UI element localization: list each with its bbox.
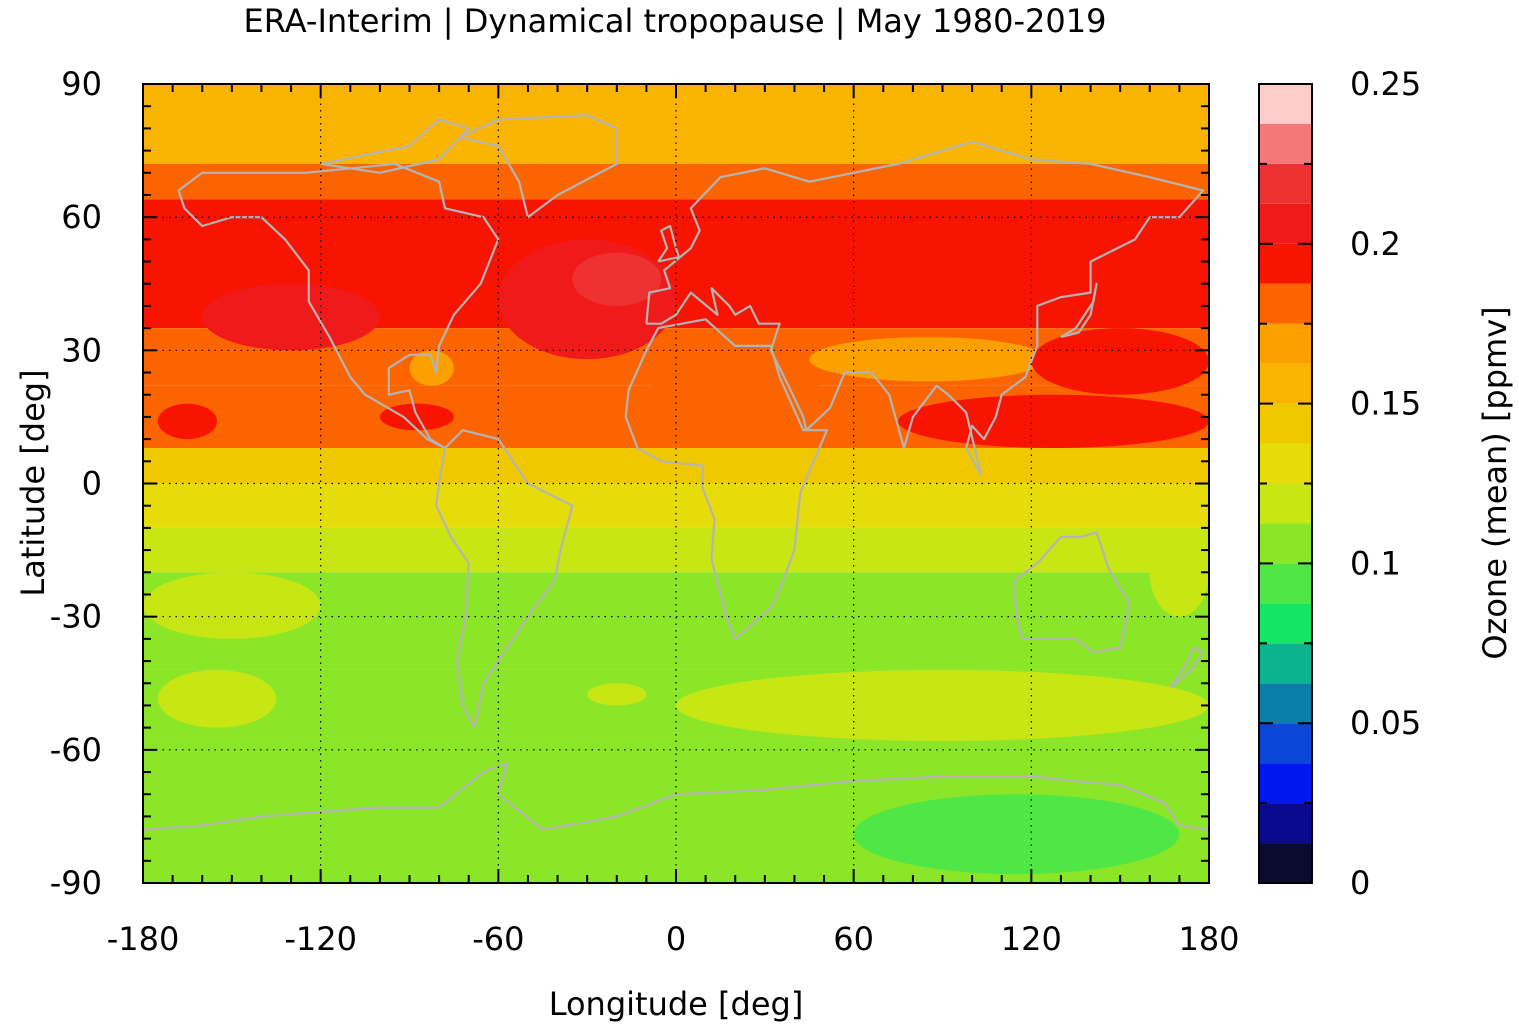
coastline bbox=[657, 224, 681, 263]
colorbar-label: Ozone (mean) [ppmv] bbox=[1476, 306, 1514, 659]
colorbar-swatch bbox=[1259, 443, 1312, 484]
x-tick-label: 60 bbox=[833, 920, 874, 958]
x-tick-label: 0 bbox=[666, 920, 686, 958]
colorbar-tick-label: 0.15 bbox=[1350, 385, 1421, 423]
x-tick-label: -180 bbox=[107, 920, 180, 958]
colorbar-swatch bbox=[1259, 803, 1312, 844]
colorbar-swatch bbox=[1259, 523, 1312, 564]
ozone-band bbox=[143, 447, 1209, 484]
coastline bbox=[645, 140, 1205, 476]
colorbar-swatch bbox=[1259, 723, 1312, 764]
plot-frame bbox=[142, 83, 1210, 884]
ozone-feature bbox=[202, 283, 380, 351]
y-tick-labels: 90 60 30 0 -30 -60 -90 bbox=[50, 65, 102, 902]
x-tick-labels: -180 -120 -60 0 60 120 180 bbox=[107, 920, 1240, 958]
ozone-band bbox=[143, 483, 1209, 528]
coastline bbox=[141, 762, 1211, 861]
ozone-feature bbox=[853, 794, 1180, 875]
ozone-feature bbox=[809, 337, 1047, 382]
coastline bbox=[624, 318, 829, 640]
colorbar bbox=[1259, 84, 1312, 883]
chart-title: ERA-Interim | Dynamical tropopause | May… bbox=[244, 2, 1107, 40]
ozone-feature bbox=[587, 683, 647, 706]
ozone-feature bbox=[409, 350, 454, 386]
ozone-band bbox=[143, 572, 1209, 670]
colorbar-tick-labels: 0.25 0.2 0.15 0.1 0.05 0 bbox=[1350, 65, 1421, 902]
coastline bbox=[320, 118, 470, 174]
y-tick-label: -90 bbox=[50, 864, 102, 902]
y-axis-label: Latitude [deg] bbox=[14, 369, 52, 596]
colorbar-swatch bbox=[1259, 123, 1312, 164]
ozone-feature bbox=[157, 403, 218, 440]
y-tick-label: 30 bbox=[61, 331, 102, 369]
colorbar-tick-label: 0.25 bbox=[1350, 65, 1421, 103]
colorbar-tick-label: 0.2 bbox=[1350, 225, 1401, 263]
ozone-feature bbox=[898, 394, 1209, 448]
y-tick-label: 0 bbox=[82, 465, 102, 503]
ozone-feature bbox=[1149, 527, 1209, 617]
y-tick-label: -30 bbox=[50, 598, 102, 636]
coastline bbox=[1012, 531, 1131, 654]
colorbar-swatch bbox=[1259, 84, 1312, 124]
colorbar-swatch bbox=[1259, 323, 1312, 364]
ozone-feature bbox=[631, 350, 839, 395]
y-tick-label: -60 bbox=[50, 731, 102, 769]
ozone-feature bbox=[157, 669, 277, 728]
colorbar-swatch bbox=[1259, 643, 1312, 684]
colorbar-swatch bbox=[1259, 843, 1312, 883]
ozone-feature bbox=[676, 669, 1209, 741]
ozone-feature bbox=[572, 252, 662, 306]
y-tick-label: 90 bbox=[61, 65, 102, 103]
colorbar-swatch bbox=[1259, 283, 1312, 324]
ozone-band bbox=[143, 527, 1209, 573]
colorbar-swatch bbox=[1259, 363, 1312, 404]
colorbar-swatch bbox=[1259, 403, 1312, 444]
colorbar-tick-label: 0.1 bbox=[1350, 544, 1401, 582]
x-axis-label: Longitude [deg] bbox=[549, 985, 804, 1023]
x-tick-label: -60 bbox=[472, 920, 524, 958]
colorbar-swatch bbox=[1259, 683, 1312, 724]
tick-marks bbox=[142, 83, 1210, 884]
ozone-feature bbox=[143, 572, 321, 639]
colorbar-swatch bbox=[1259, 563, 1312, 604]
colorbar-swatch bbox=[1259, 483, 1312, 524]
colorbar-tick-label: 0.05 bbox=[1350, 704, 1421, 742]
colorbar-swatch bbox=[1259, 763, 1312, 804]
x-tick-label: 120 bbox=[1001, 920, 1062, 958]
coastline bbox=[1060, 282, 1098, 339]
ozone-feature bbox=[1031, 328, 1209, 395]
x-tick-label: 180 bbox=[1178, 920, 1239, 958]
x-tick-label: -120 bbox=[284, 920, 357, 958]
colorbar-tick-label: 0 bbox=[1350, 864, 1370, 902]
gridlines bbox=[143, 84, 1209, 883]
colorbar-swatch bbox=[1259, 163, 1312, 204]
coastline bbox=[459, 114, 618, 219]
coastline bbox=[177, 162, 500, 450]
y-tick-label: 60 bbox=[61, 198, 102, 236]
coastlines bbox=[141, 114, 1211, 861]
colorbar-swatch bbox=[1259, 203, 1312, 244]
coastline bbox=[1169, 646, 1205, 689]
colorbar-ticks bbox=[1259, 83, 1312, 884]
colorbar-swatch bbox=[1259, 603, 1312, 644]
colorbar-swatch bbox=[1259, 243, 1312, 284]
